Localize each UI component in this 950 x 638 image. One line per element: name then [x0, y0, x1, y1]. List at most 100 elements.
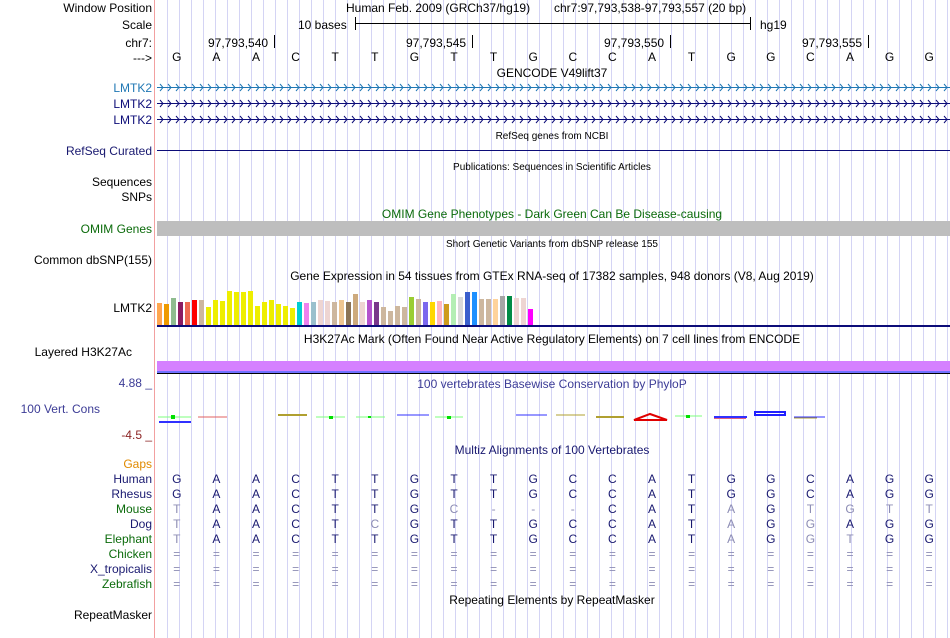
gtex-tissue-bar[interactable] [437, 301, 442, 325]
gencode-label-1[interactable]: LMTK2 [113, 97, 152, 111]
strand-arrow-icon [343, 115, 348, 124]
gtex-tissue-bar[interactable] [451, 294, 456, 325]
gtex-tissue-bar[interactable] [409, 297, 414, 325]
species-label-x_tropicalis[interactable]: X_tropicalis [89, 562, 152, 576]
cons-track-title[interactable]: 100 vertebrates Basewise Conservation by… [417, 377, 687, 391]
species-label-elephant[interactable]: Elephant [104, 532, 152, 546]
omim-gene-bar[interactable] [157, 221, 950, 236]
gtex-tissue-bar[interactable] [290, 308, 295, 325]
gtex-tissue-bar[interactable] [528, 309, 533, 325]
gtex-tissue-bar[interactable] [262, 302, 267, 325]
multiz-track-title[interactable]: Multiz Alignments of 100 Vertebrates [454, 443, 650, 457]
repeatmasker-label[interactable]: RepeatMasker [73, 608, 152, 622]
gtex-tissue-bar[interactable] [388, 311, 393, 325]
gtex-tissue-bar[interactable] [472, 292, 477, 325]
h3k27ac-signal[interactable] [157, 361, 950, 371]
gencode-transcript-1[interactable] [157, 99, 950, 108]
refseq-label[interactable]: RefSeq Curated [65, 144, 152, 158]
gtex-tissue-bar[interactable] [255, 306, 260, 325]
publications-track-title[interactable]: Publications: Sequences in Scientific Ar… [453, 162, 651, 173]
gtex-tissue-bar[interactable] [486, 299, 491, 325]
gtex-tissue-bar[interactable] [465, 292, 470, 325]
gtex-track-title[interactable]: Gene Expression in 54 tissues from GTEx … [290, 269, 814, 283]
strand-arrow-icon [543, 83, 548, 92]
gtex-tissue-bar[interactable] [241, 292, 246, 325]
gencode-track-title[interactable]: GENCODE V49lift37 [496, 66, 608, 80]
gencode-label-0[interactable]: LMTK2 [113, 81, 152, 95]
alignment-base: G [766, 532, 776, 546]
gtex-tissue-bar[interactable] [332, 302, 337, 325]
gtex-label[interactable]: LMTK2 [113, 301, 152, 315]
gtex-tissue-bar[interactable] [157, 303, 162, 325]
strand-arrow-icon [439, 83, 444, 92]
gtex-tissue-bar[interactable] [423, 302, 428, 325]
gtex-tissue-bar[interactable] [493, 299, 498, 325]
gtex-tissue-bar[interactable] [430, 302, 435, 325]
species-label-dog[interactable]: Dog [129, 517, 152, 531]
gaps-label[interactable]: Gaps [123, 457, 152, 471]
gencode-label-2[interactable]: LMTK2 [113, 113, 152, 127]
gtex-tissue-bar[interactable] [248, 291, 253, 325]
gtex-tissue-bar[interactable] [283, 306, 288, 325]
gtex-tissue-bar[interactable] [318, 300, 323, 325]
strand-arrow-icon [775, 115, 780, 124]
gtex-tissue-bar[interactable] [325, 301, 330, 325]
gtex-tissue-bar[interactable] [458, 297, 463, 325]
refseq-gene-line[interactable] [157, 150, 950, 151]
snps-label[interactable]: SNPs [121, 190, 152, 204]
gtex-tissue-bar[interactable] [416, 299, 421, 325]
gtex-tissue-bar[interactable] [220, 301, 225, 325]
omim-track-title[interactable]: OMIM Gene Phenotypes - Dark Green Can Be… [381, 207, 723, 221]
h3k27ac-track-title[interactable]: H3K27Ac Mark (Often Found Near Active Re… [303, 332, 801, 346]
gtex-tissue-bar[interactable] [500, 296, 505, 325]
gtex-tissue-bar[interactable] [297, 302, 302, 325]
species-label-mouse[interactable]: Mouse [115, 502, 152, 516]
gtex-tissue-bar[interactable] [164, 304, 169, 325]
gtex-bar-chart[interactable] [157, 284, 537, 325]
gencode-transcript-2[interactable] [157, 115, 950, 124]
gtex-tissue-bar[interactable] [227, 291, 232, 325]
gtex-tissue-bar[interactable] [479, 299, 484, 325]
species-label-chicken[interactable]: Chicken [108, 547, 152, 561]
gtex-tissue-bar[interactable] [192, 300, 197, 325]
gtex-tissue-bar[interactable] [276, 304, 281, 325]
gtex-tissue-bar[interactable] [514, 298, 519, 325]
gtex-tissue-bar[interactable] [507, 296, 512, 325]
gencode-transcript-0[interactable] [157, 83, 950, 92]
cons-label[interactable]: 100 Vert. Cons [20, 402, 100, 416]
species-label-zebrafish[interactable]: Zebrafish [101, 577, 152, 591]
omim-label[interactable]: OMIM Genes [80, 222, 152, 236]
repeatmasker-track-title[interactable]: Repeating Elements by RepeatMasker [449, 593, 655, 607]
gtex-tissue-bar[interactable] [171, 298, 176, 325]
gtex-tissue-bar[interactable] [374, 302, 379, 325]
gtex-tissue-bar[interactable] [269, 300, 274, 325]
strand-arrow-icon [463, 99, 468, 108]
h3k27ac-label[interactable]: Layered H3K27Ac [34, 345, 132, 359]
species-label-human[interactable]: Human [113, 472, 152, 486]
gtex-tissue-bar[interactable] [311, 302, 316, 325]
gtex-tissue-bar[interactable] [199, 300, 204, 325]
gtex-tissue-bar[interactable] [304, 303, 309, 325]
strand-arrow-icon [895, 115, 900, 124]
gtex-tissue-bar[interactable] [395, 306, 400, 325]
gtex-tissue-bar[interactable] [213, 300, 218, 325]
gtex-tissue-bar[interactable] [346, 302, 351, 325]
gtex-tissue-bar[interactable] [178, 302, 183, 325]
gtex-tissue-bar[interactable] [339, 300, 344, 325]
gtex-tissue-bar[interactable] [444, 304, 449, 325]
gtex-tissue-bar[interactable] [353, 294, 358, 325]
gtex-tissue-bar[interactable] [402, 307, 407, 325]
sequences-label[interactable]: Sequences [91, 175, 152, 189]
gtex-tissue-bar[interactable] [185, 302, 190, 325]
gtex-tissue-bar[interactable] [381, 307, 386, 325]
gtex-tissue-bar[interactable] [367, 300, 372, 325]
cons-wiggle[interactable] [157, 405, 950, 425]
dbsnp-label[interactable]: Common dbSNP(155) [33, 253, 152, 267]
gtex-tissue-bar[interactable] [521, 298, 526, 325]
refseq-track-title[interactable]: RefSeq genes from NCBI [495, 131, 609, 142]
gtex-tissue-bar[interactable] [206, 307, 211, 325]
gtex-tissue-bar[interactable] [360, 302, 365, 325]
gtex-tissue-bar[interactable] [234, 292, 239, 325]
species-label-rhesus[interactable]: Rhesus [111, 487, 152, 501]
dbsnp-track-title[interactable]: Short Genetic Variants from dbSNP releas… [446, 239, 658, 250]
